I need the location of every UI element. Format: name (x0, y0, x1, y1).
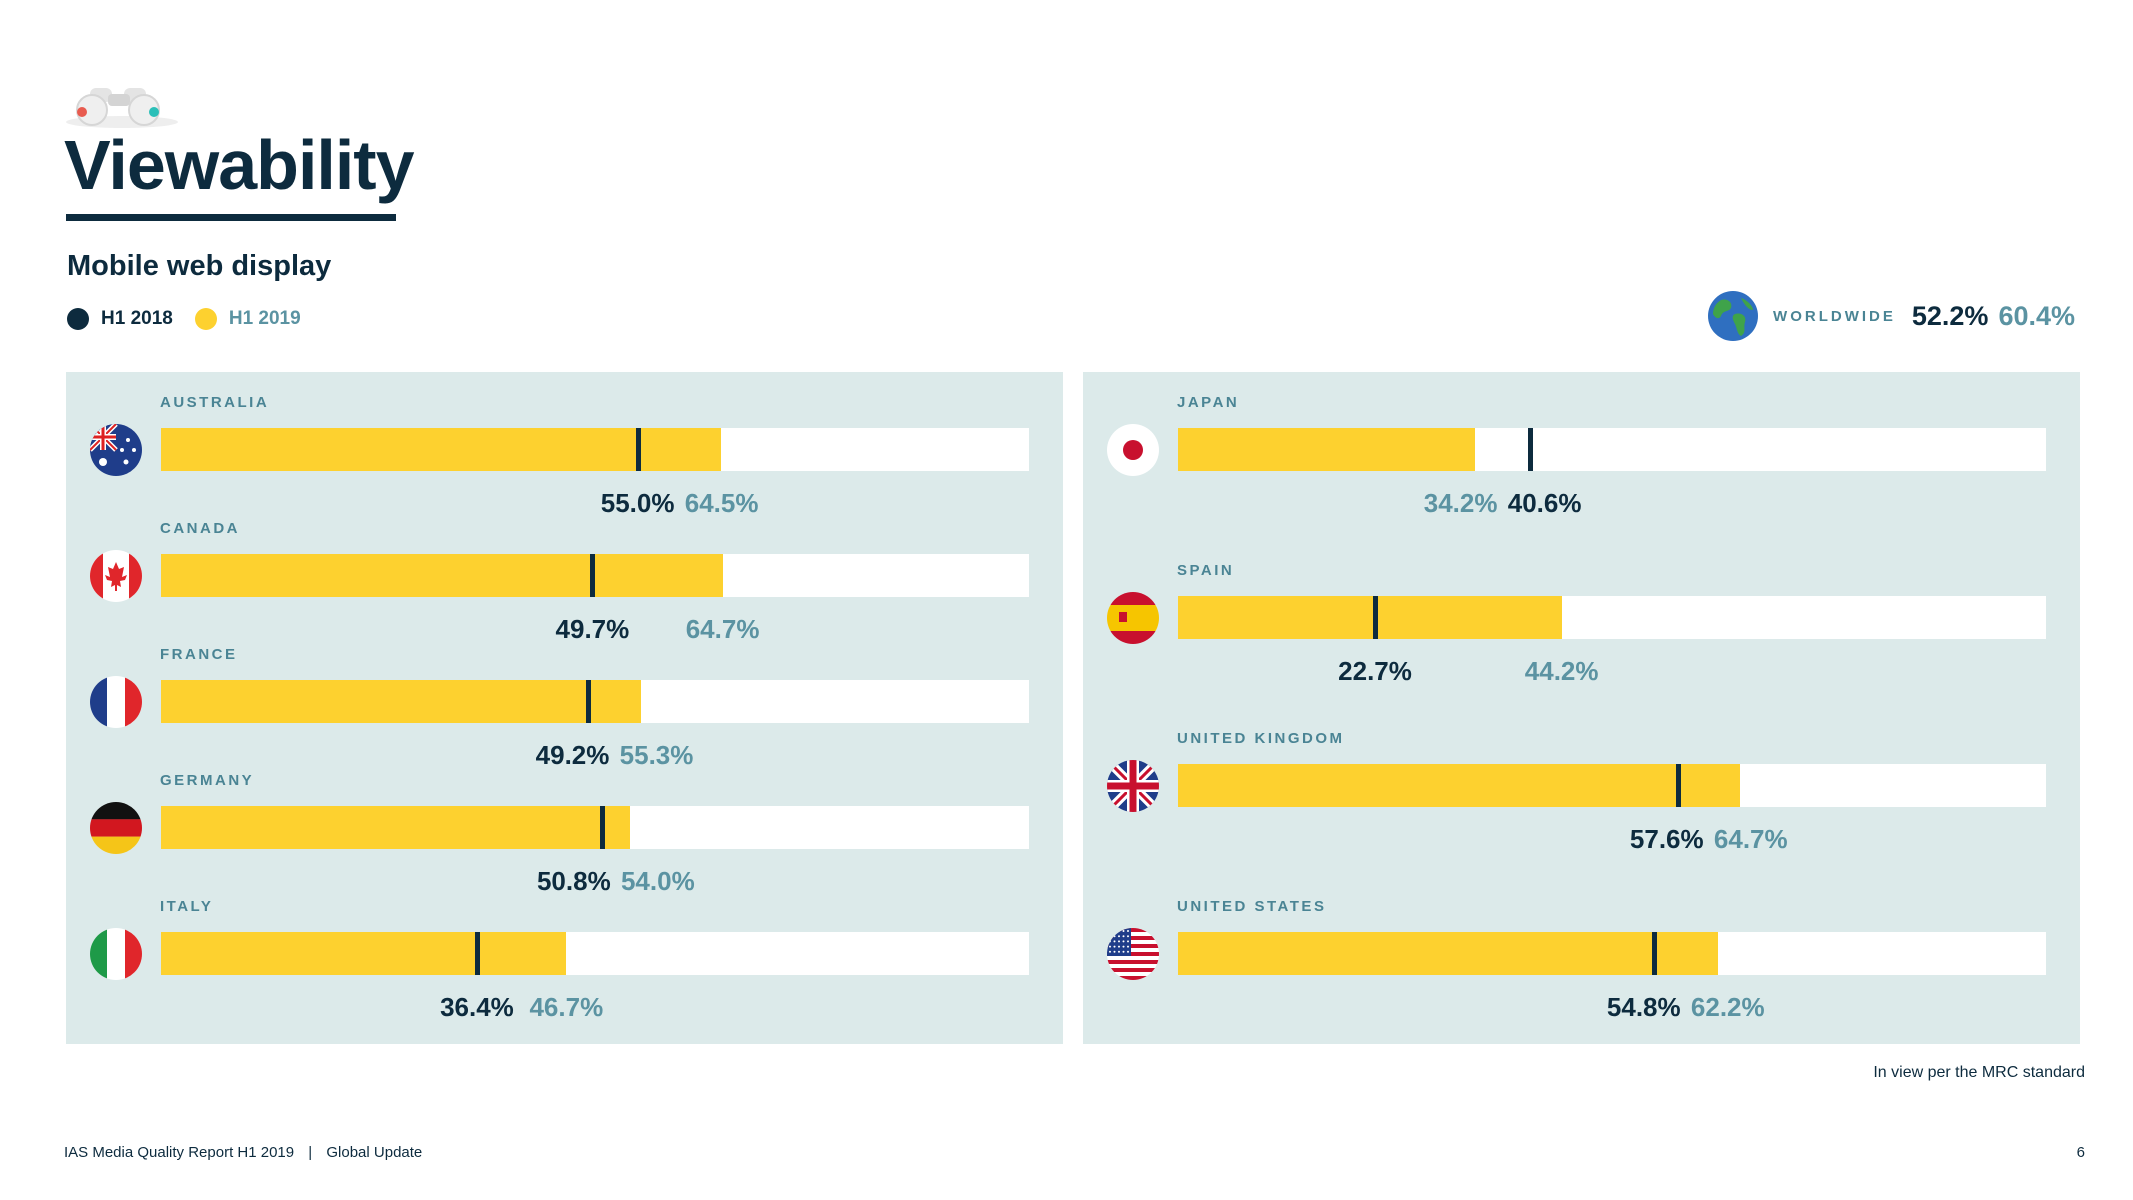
bar-track-united-states (1178, 932, 2046, 975)
bar-track-spain (1178, 596, 2046, 639)
marker-h1-2018-spain (1373, 596, 1379, 639)
value-h1-2018-australia: 55.0% (600, 488, 675, 518)
value-h1-2018-spain: 22.7% (1338, 656, 1412, 686)
country-label-france: FRANCE (160, 646, 238, 663)
bar-track-canada (161, 554, 1029, 597)
bar-h1-2019-canada (161, 554, 723, 597)
chart-panel-left: AUSTRALIA 55.0% 64.5% CANADA 49.7% 64.7% FRANC… (66, 372, 1063, 1044)
page-subtitle: Mobile web display (67, 250, 332, 282)
value-h1-2018-japan: 40.6% (1507, 488, 1582, 518)
worldwide-summary: WORLDWIDE 52.2% 60.4% (1707, 290, 2075, 342)
worldwide-value-2018: 52.2% (1911, 300, 1989, 331)
bar-track-japan (1178, 428, 2046, 471)
canada-flag-icon (90, 550, 142, 602)
value-h1-2019-japan: 34.2% (1423, 488, 1498, 518)
bar-track-germany (161, 806, 1029, 849)
bar-h1-2019-australia (161, 428, 721, 471)
page-title: Viewability (64, 126, 415, 204)
value-h1-2018-germany: 50.8% (536, 866, 611, 896)
worldwide-value-2019: 60.4% (1998, 300, 2075, 331)
legend-label-2018: H1 2018 (101, 308, 173, 329)
footer-separator: | (308, 1144, 313, 1161)
footer-section: Global Update (326, 1144, 423, 1161)
country-label-united-states: UNITED STATES (1177, 898, 1327, 915)
bar-h1-2019-spain (1178, 596, 1562, 639)
value-h1-2019-spain: 44.2% (1524, 656, 1599, 686)
legend-dot-2019-icon (194, 308, 217, 330)
germany-flag-icon (90, 802, 142, 854)
globe-icon (1708, 291, 1759, 341)
bar-h1-2019-italy (161, 932, 567, 975)
value-h1-2019-germany: 54.0% (620, 866, 695, 896)
legend-label-2019: H1 2019 (228, 308, 301, 329)
value-h1-2018-united-states: 54.8% (1606, 992, 1681, 1022)
country-label-italy: ITALY (160, 898, 214, 915)
uk-flag-icon (1107, 760, 1159, 812)
footer: IAS Media Quality Report H1 2019 | Globa… (64, 1144, 422, 1161)
value-h1-2018-united-kingdom: 57.6% (1629, 824, 1704, 854)
bar-track-australia (161, 428, 1029, 471)
legend-item-h1-2019: H1 2019 (194, 308, 301, 330)
value-h1-2018-france: 49.2% (535, 740, 610, 770)
country-label-spain: SPAIN (1177, 562, 1235, 579)
bar-h1-2019-france (161, 680, 641, 723)
page-number: 6 (2076, 1144, 2085, 1161)
bar-h1-2019-japan (1178, 428, 1475, 471)
binoculars-logo-icon (66, 88, 178, 128)
title-underline (66, 214, 396, 221)
country-label-germany: GERMANY (160, 772, 255, 789)
chart-legend: H1 2018 H1 2019 (67, 308, 323, 330)
marker-h1-2018-germany (599, 806, 605, 849)
value-h1-2018-canada: 49.7% (555, 614, 630, 644)
value-h1-2018-italy: 36.4% (440, 992, 514, 1022)
bar-h1-2019-germany (161, 806, 630, 849)
bar-track-france (161, 680, 1029, 723)
marker-h1-2018-united-states (1651, 932, 1657, 975)
italy-flag-icon (90, 928, 142, 980)
marker-h1-2018-france (586, 680, 592, 723)
bar-track-italy (161, 932, 1029, 975)
country-label-japan: JAPAN (1177, 394, 1240, 411)
country-label-canada: CANADA (160, 520, 240, 537)
legend-item-h1-2018: H1 2018 (67, 308, 173, 330)
value-h1-2019-united-states: 62.2% (1690, 992, 1765, 1022)
country-label-united-kingdom: UNITED KINGDOM (1177, 730, 1345, 747)
bar-track-united-kingdom (1178, 764, 2046, 807)
france-flag-icon (90, 676, 142, 728)
value-h1-2019-canada: 64.7% (685, 614, 760, 644)
value-h1-2019-australia: 64.5% (684, 488, 759, 518)
australia-flag-icon (90, 424, 142, 476)
footer-report: IAS Media Quality Report H1 2019 (64, 1144, 295, 1161)
marker-h1-2018-australia (636, 428, 642, 471)
country-label-australia: AUSTRALIA (160, 394, 270, 411)
chart-panel-right: JAPAN 40.6% 34.2% SPAIN 22.7% 44.2% UNITED KIN… (1083, 372, 2080, 1044)
bar-h1-2019-united-kingdom (1178, 764, 1740, 807)
us-flag-icon (1107, 928, 1159, 980)
marker-h1-2018-italy (474, 932, 480, 975)
marker-h1-2018-canada (590, 554, 596, 597)
value-h1-2019-united-kingdom: 64.7% (1713, 824, 1788, 854)
value-h1-2019-italy: 46.7% (529, 992, 604, 1022)
legend-dot-2018-icon (67, 308, 89, 330)
footnote: In view per the MRC standard (1873, 1064, 2085, 1081)
bar-h1-2019-united-states (1178, 932, 1718, 975)
japan-flag-icon (1107, 424, 1159, 476)
marker-h1-2018-united-kingdom (1675, 764, 1681, 807)
value-h1-2019-france: 55.3% (619, 740, 694, 770)
worldwide-label: WORLDWIDE (1773, 307, 1896, 325)
spain-flag-icon (1107, 592, 1159, 644)
marker-h1-2018-japan (1528, 428, 1534, 471)
